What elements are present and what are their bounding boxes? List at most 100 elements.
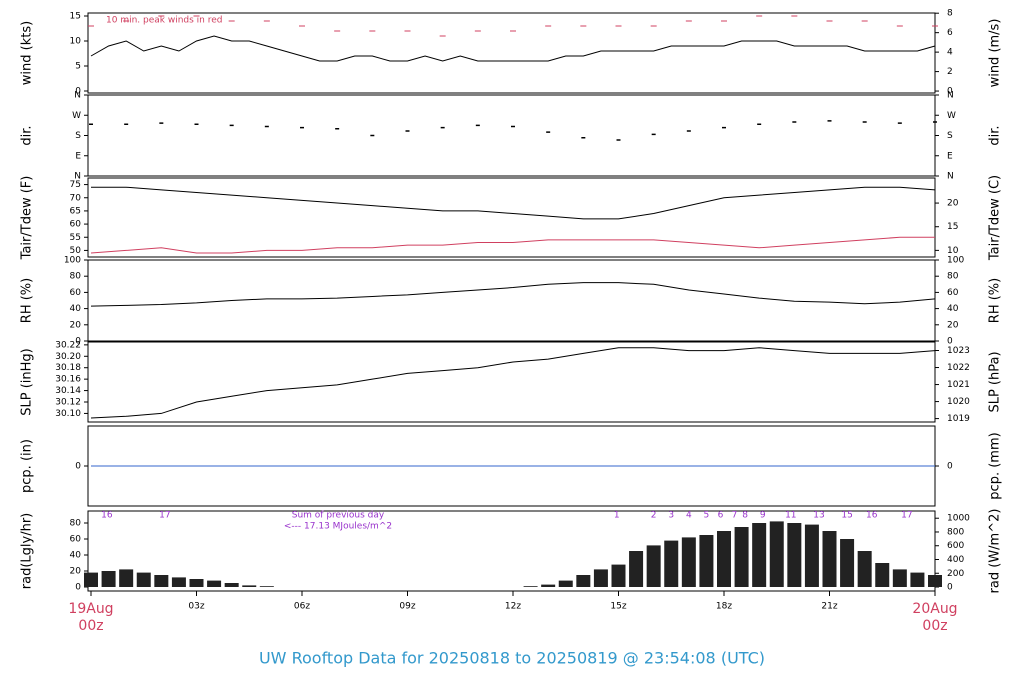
y-tick-label: 30.10 [55,409,81,419]
bar [259,586,274,587]
bar [769,521,784,587]
y2-tick-label: 15 [947,222,958,232]
y2-tick-label: 1021 [947,380,970,390]
x-tick-time: 00z [78,618,103,634]
x-tick-label: 09z [399,602,415,612]
bar [787,523,802,587]
y-tick-label: 30.16 [55,375,81,385]
panel-frame [87,259,936,342]
bar [910,572,925,587]
y2-tick-label: 40 [947,304,959,314]
bar [593,569,608,587]
y2-tick-label: 1023 [947,346,970,356]
hour-label: 15 [841,511,852,521]
bar [119,569,134,587]
bar [717,531,731,587]
y2-tick-label: 1022 [947,363,970,373]
bar [523,586,538,587]
hour-label: 9 [760,511,766,521]
y2-axis-label: pcp. (mm) [988,432,1003,499]
bar [611,564,626,587]
bar [734,527,749,587]
hour-label: 1 [614,511,620,521]
hour-label: 3 [668,511,674,521]
y2-tick-label: 4 [947,48,953,58]
hour-label: 5 [704,511,710,521]
y-axis-label: wind (kts) [20,21,35,85]
y-tick-label: 60 [70,288,82,298]
series-line [90,35,936,62]
y2-tick-label: 20 [947,320,959,330]
y2-tick-label: E [947,151,953,161]
y-axis-label: Tair/Tdew (F) [20,176,35,261]
y2-tick-label: 400 [947,555,964,565]
y-axis-label: SLP (inHg) [20,348,35,416]
y2-tick-label: 0 [947,87,953,97]
hour-label: 7 [732,511,738,521]
bar [84,572,98,587]
y-axis-label: rad(Lgly/hr) [20,513,35,589]
y-tick-label: E [75,151,81,161]
hour-label: 8 [742,511,748,521]
y2-tick-label: S [947,131,953,141]
hour-label: 4 [686,511,692,521]
y-tick-label: 5 [75,62,81,72]
x-tick-label: 20Aug [912,601,957,617]
bar [171,577,186,587]
panel-frame [87,94,936,177]
bar [629,551,644,587]
y-tick-label: 80 [70,272,82,282]
bar [804,524,819,587]
x-tick-label: 18z [716,602,732,612]
y2-axis-label: SLP (hPa) [988,351,1003,412]
hour-label: 17 [901,511,912,521]
y2-tick-label: N [947,91,954,101]
y2-tick-label: 1020 [947,397,970,407]
y-tick-label: 80 [70,519,82,529]
y2-tick-label: 1000 [947,514,970,524]
y-tick-label: 20 [70,320,82,330]
y2-tick-label: 8 [947,9,953,19]
series-line [90,282,936,307]
y2-tick-label: 0 [947,583,953,593]
y-axis-label: dir. [20,125,35,145]
y-tick-label: 55 [70,233,81,243]
y2-tick-label: 10 [947,246,959,256]
y2-tick-label: N [947,172,954,182]
y2-tick-label: 0 [947,337,953,347]
note: <--- 17.13 MJoules/m^2 [284,522,392,532]
y2-tick-label: W [947,111,956,121]
hour-label: 13 [813,511,824,521]
bar [242,585,257,587]
bar [207,580,222,587]
y2-tick-label: 2 [947,67,953,77]
panel-frame [87,510,936,592]
bar [699,535,714,587]
bar [136,572,151,587]
hour-label: 11 [785,511,796,521]
y2-tick-label: 20 [947,199,959,209]
annotation: 10 min. peak winds in red [106,16,223,26]
hour-label: 16 [866,511,878,521]
x-tick-label: 21z [821,602,837,612]
y-tick-label: 75 [70,180,81,190]
y-tick-label: 0 [75,583,81,593]
y2-axis-label: dir. [988,125,1003,145]
hour-label: 16 [101,511,113,521]
bar [646,545,661,587]
x-tick-time: 00z [922,618,947,634]
y-tick-label: 60 [70,535,82,545]
bar [681,537,696,587]
y2-tick-label: 1019 [947,414,970,424]
bar [664,540,679,587]
x-tick-label: 15z [610,602,626,612]
y2-tick-label: 100 [947,256,964,266]
y-tick-label: 30.12 [55,398,81,408]
y-tick-label: 50 [70,246,82,256]
y2-axis-label: rad (W/m^2) [988,509,1003,594]
panel-frame [87,341,936,423]
y2-tick-label: 80 [947,272,959,282]
y2-tick-label: 6 [947,28,953,38]
series-line [91,186,936,220]
bar [541,584,556,587]
